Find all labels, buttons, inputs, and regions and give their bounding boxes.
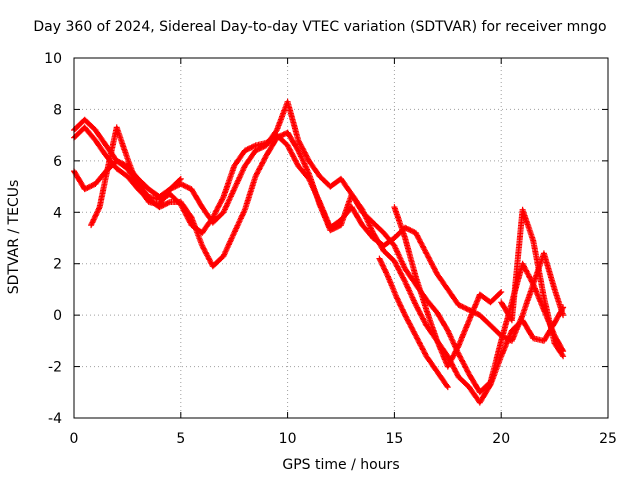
x-tick-label: 5 — [176, 431, 185, 447]
series-track-a — [71, 98, 567, 396]
chart-title: Day 360 of 2024, Sidereal Day-to-day VTE… — [33, 19, 607, 35]
y-tick-label: 2 — [53, 257, 62, 273]
data-markers — [391, 204, 505, 370]
series-track-c — [71, 132, 567, 344]
data-markers — [71, 98, 567, 396]
y-tick-label: 8 — [53, 102, 62, 118]
y-tick-label: 6 — [53, 154, 62, 170]
data-points — [71, 98, 567, 406]
series-track-g — [498, 206, 567, 360]
grid-lines — [74, 58, 608, 418]
series-track-d — [88, 124, 184, 229]
y-tick-label: -2 — [48, 360, 62, 376]
plot-frame — [73, 57, 609, 419]
y-tick-label: 10 — [44, 51, 62, 67]
y-tick-label: 4 — [53, 205, 62, 221]
x-tick-label: 10 — [279, 431, 297, 447]
x-tick-label: 20 — [492, 431, 510, 447]
data-markers — [498, 206, 567, 360]
series-track-b — [71, 124, 567, 406]
axis-ticks: 0 5 10 15 20 25 -4 -2 0 2 4 6 8 10 — [44, 51, 617, 447]
data-markers — [71, 132, 567, 344]
x-tick-label: 25 — [599, 431, 617, 447]
y-axis-label: SDTVAR / TECUs — [6, 179, 22, 295]
series-track-f — [376, 255, 451, 391]
data-markers — [376, 255, 451, 391]
y-tick-label: -4 — [48, 411, 62, 427]
x-axis-label: GPS time / hours — [282, 457, 400, 473]
x-tick-label: 0 — [70, 431, 79, 447]
data-markers — [88, 124, 184, 229]
series-track-e — [391, 204, 505, 370]
x-tick-label: 15 — [385, 431, 403, 447]
y-tick-label: 0 — [53, 308, 62, 324]
data-markers — [71, 124, 567, 406]
